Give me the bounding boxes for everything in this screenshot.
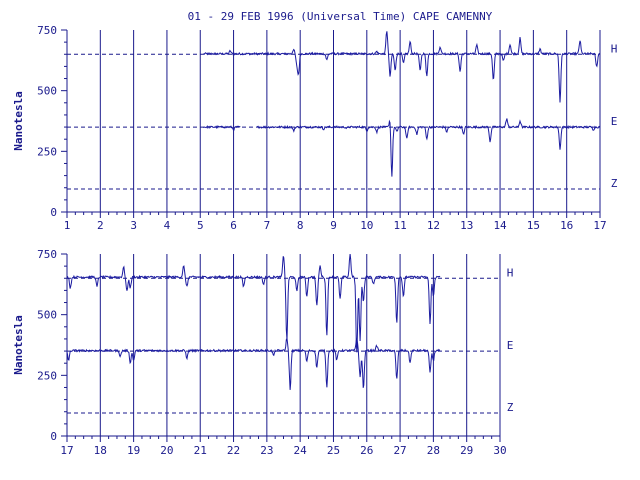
x-tick-label: 6: [230, 219, 237, 232]
x-tick-label: 29: [460, 444, 473, 457]
trace-e: [256, 118, 601, 177]
y-tick-label: 0: [50, 206, 57, 219]
x-tick-label: 1: [64, 219, 71, 232]
baseline-label-h: H: [611, 42, 618, 55]
x-tick-label: 20: [160, 444, 173, 457]
baseline-label-e: E: [611, 115, 618, 128]
x-tick-label: 7: [264, 219, 271, 232]
y-tick-label: 750: [37, 248, 57, 261]
x-tick-label: 8: [297, 219, 304, 232]
x-tick-label: 24: [294, 444, 308, 457]
y-tick-label: 500: [37, 309, 57, 322]
baseline-label-z: Z: [611, 177, 618, 190]
x-tick-label: 30: [493, 444, 506, 457]
baseline-label-e: E: [507, 339, 514, 352]
chart-title: 01 - 29 FEB 1996 (Universal Time) CAPE C…: [188, 10, 493, 23]
x-tick-label: 28: [427, 444, 440, 457]
baseline-label-h: H: [507, 266, 514, 279]
x-tick-label: 14: [493, 219, 507, 232]
x-tick-label: 17: [593, 219, 606, 232]
x-tick-label: 3: [130, 219, 137, 232]
trace-h: [66, 253, 441, 353]
x-tick-label: 9: [330, 219, 337, 232]
y-axis-label: Nanotesla: [12, 91, 25, 151]
x-tick-label: 26: [360, 444, 373, 457]
trace-h: [203, 49, 278, 56]
x-tick-label: 21: [194, 444, 207, 457]
panel-bottom: 0 250 500 750 17 18 19 20 21 22 23 24 25 26 27 28 29 30 Na…: [12, 248, 514, 457]
x-tick-label: 2: [97, 219, 104, 232]
x-tick-label: 25: [327, 444, 340, 457]
x-tick-label: 22: [227, 444, 240, 457]
y-axis-label: Nanotesla: [12, 315, 25, 375]
trace-e: [203, 124, 241, 131]
x-tick-label: 27: [393, 444, 406, 457]
x-tick-label: 18: [94, 444, 107, 457]
x-tick-label: 12: [427, 219, 440, 232]
y-tick-label: 750: [37, 24, 57, 37]
x-tick-label: 5: [197, 219, 204, 232]
trace-h: [276, 31, 601, 103]
baseline-label-z: Z: [507, 401, 514, 414]
x-tick-label: 19: [127, 444, 140, 457]
y-tick-label: 500: [37, 85, 57, 98]
x-tick-label: 16: [560, 219, 573, 232]
x-tick-label: 13: [460, 219, 473, 232]
y-tick-label: 250: [37, 145, 57, 158]
y-tick-label: 0: [50, 430, 57, 443]
x-tick-label: 23: [260, 444, 273, 457]
y-tick-label: 250: [37, 369, 57, 382]
trace-e: [66, 336, 441, 390]
x-tick-label: 11: [394, 219, 407, 232]
x-tick-label: 10: [360, 219, 373, 232]
x-tick-label: 4: [164, 219, 171, 232]
x-tick-label: 17: [60, 444, 73, 457]
x-tick-label: 15: [527, 219, 540, 232]
